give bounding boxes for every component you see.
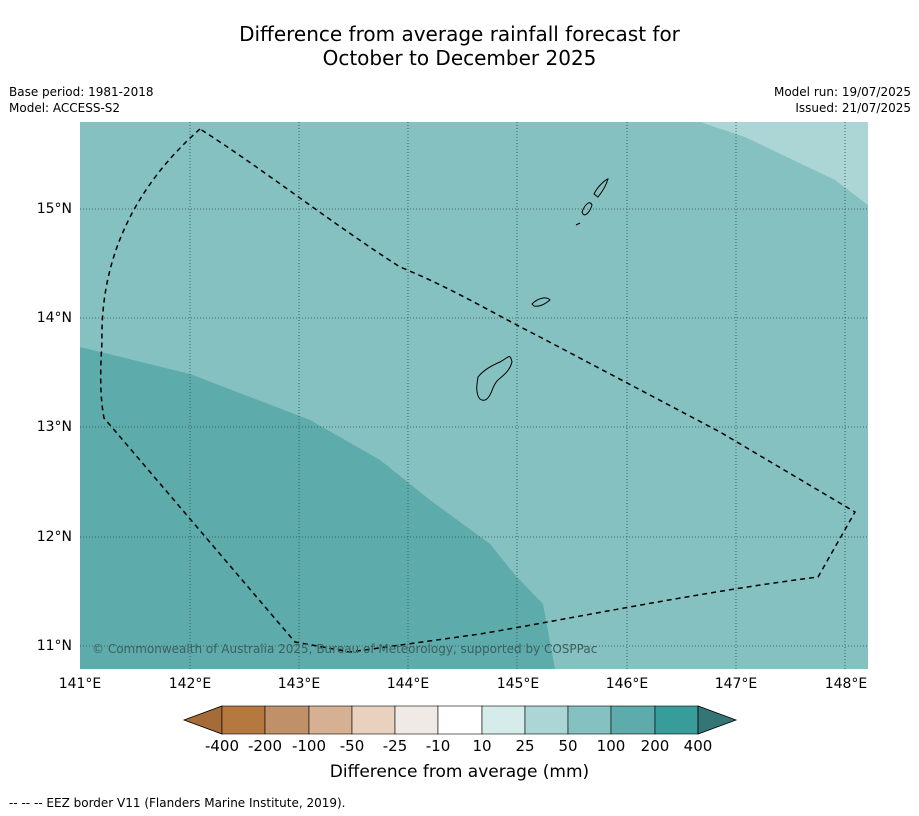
island-saipan — [593, 178, 609, 198]
lon-label: 143°E — [277, 676, 321, 692]
colorbar-extend-left — [182, 705, 223, 735]
island-guam — [476, 356, 513, 401]
title-line-2: October to December 2025 — [322, 46, 597, 70]
lon-label: 141°E — [58, 676, 102, 692]
model-name: Model: ACCESS-S2 — [9, 101, 121, 115]
colorbar-label: 25 — [515, 737, 535, 755]
lat-label: 14°N — [36, 310, 72, 326]
colorbar-segment — [567, 705, 612, 735]
colorbar-title: Difference from average (mm) — [329, 762, 590, 782]
lat-label: 12°N — [36, 529, 72, 545]
island-tinian — [581, 202, 593, 216]
colorbar — [182, 705, 738, 735]
colorbar-label: -100 — [291, 737, 327, 755]
colorbar-label: 100 — [596, 737, 626, 755]
lon-label: 146°E — [605, 676, 649, 692]
island-rota — [531, 297, 551, 307]
lon-label: 142°E — [168, 676, 212, 692]
colorbar-segment — [654, 705, 699, 735]
title-line-1: Difference from average rainfall forecas… — [239, 22, 680, 46]
colorbar-segment — [394, 705, 439, 735]
colorbar-label: -10 — [425, 737, 451, 755]
lon-label: 144°E — [386, 676, 430, 692]
map-title: Difference from average rainfall forecas… — [0, 22, 919, 70]
colorbar-label: 400 — [683, 737, 713, 755]
island-outlines — [476, 178, 609, 401]
footnote: -- -- -- EEZ border V11 (Flanders Marine… — [9, 796, 346, 810]
meta-right: Model run: 19/07/2025 Issued: 21/07/2025 — [774, 84, 911, 116]
colorbar-label: 200 — [640, 737, 670, 755]
colorbar-label: 10 — [472, 737, 492, 755]
zone-25-50 — [700, 122, 868, 205]
colorbar-segment — [437, 705, 483, 735]
colorbar-label: -25 — [382, 737, 408, 755]
island-aguijan — [575, 222, 581, 226]
colorbar-segment — [221, 705, 266, 735]
lon-label: 145°E — [496, 676, 540, 692]
colorbar-label: -400 — [204, 737, 240, 755]
issued-date: Issued: 21/07/2025 — [795, 101, 911, 115]
eez-border — [99, 128, 857, 653]
colorbar-extend-right — [697, 705, 738, 735]
colorbar-segment — [351, 705, 396, 735]
colorbar-segment — [524, 705, 569, 735]
colorbar-segment — [264, 705, 310, 735]
colorbar-segment — [610, 705, 656, 735]
colorbar-segment — [481, 705, 526, 735]
colorbar-segment — [308, 705, 353, 735]
lon-label: 148°E — [824, 676, 868, 692]
base-period: Base period: 1981-2018 — [9, 85, 154, 99]
lat-label: 11°N — [36, 638, 72, 654]
model-run: Model run: 19/07/2025 — [773, 85, 911, 99]
lat-label: 13°N — [36, 419, 72, 435]
meta-left: Base period: 1981-2018 Model: ACCESS-S2 — [9, 84, 154, 116]
lon-label: 147°E — [714, 676, 758, 692]
copyright-text: © Commonwealth of Australia 2025, Bureau… — [92, 642, 598, 656]
map-area — [80, 122, 868, 669]
colorbar-label: -50 — [339, 737, 365, 755]
colorbar-label: 50 — [558, 737, 578, 755]
zone-100-200 — [80, 347, 555, 669]
lat-label: 15°N — [36, 201, 72, 217]
colorbar-label: -200 — [247, 737, 283, 755]
gridlines — [80, 122, 868, 669]
